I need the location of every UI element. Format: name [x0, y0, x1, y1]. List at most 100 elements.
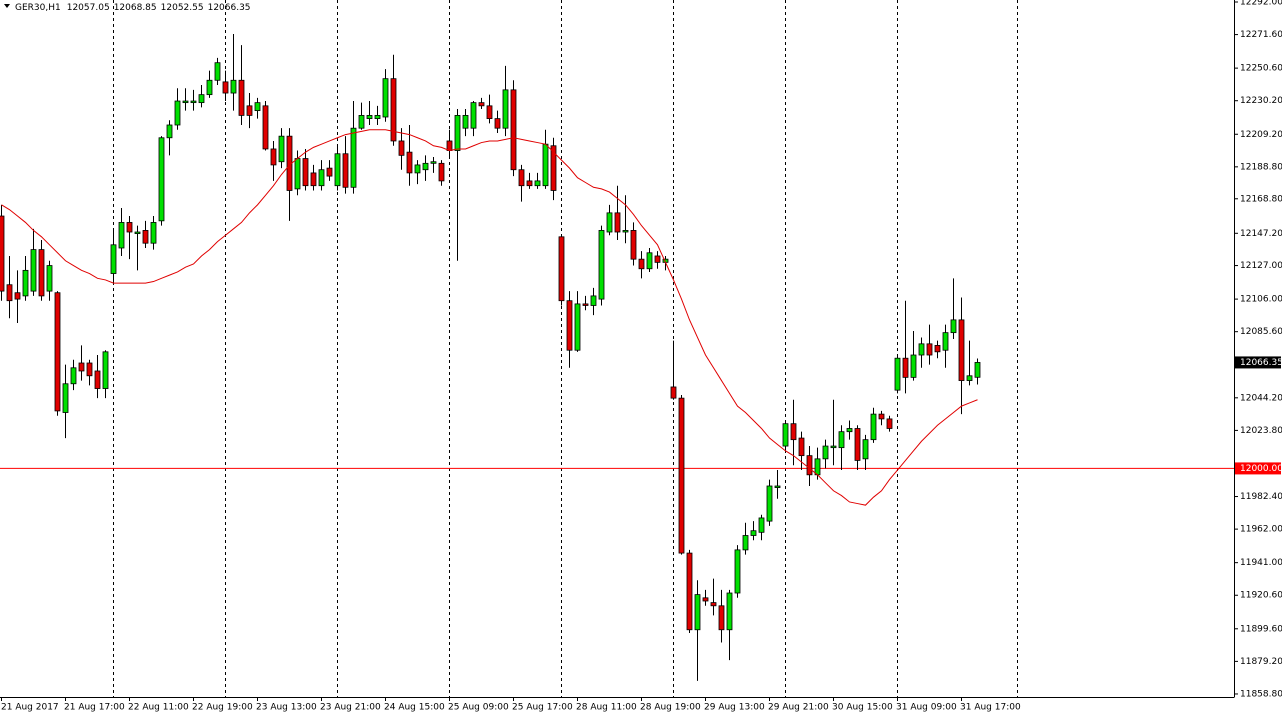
candle-body [174, 100, 181, 126]
candle-body [518, 169, 525, 187]
candle-body [62, 383, 69, 413]
candle-body [574, 303, 581, 351]
chart-header: GER30,H1 12057.05 12068.85 12052.55 12066.35 [15, 3, 251, 13]
candle-body [438, 162, 445, 182]
candle-body [742, 535, 749, 551]
candle-body [422, 162, 429, 171]
candle-body [126, 222, 133, 233]
candle-body [902, 357, 909, 378]
candle-body [502, 89, 509, 129]
candle-body [526, 180, 533, 187]
candle-body [254, 102, 261, 112]
x-tick-label: 28 Aug 11:00 [576, 703, 637, 713]
y-tick-label: 11879.20 [1240, 657, 1282, 667]
candle-body [406, 151, 413, 174]
x-tick-label: 24 Aug 15:00 [384, 703, 445, 713]
candle-body [654, 255, 661, 263]
candle-body [750, 530, 757, 536]
candle-body [366, 115, 373, 120]
candle-body [486, 105, 493, 120]
candle-body [294, 158, 301, 190]
candle-body [694, 594, 701, 631]
candle-body [30, 249, 37, 292]
header-icon [4, 4, 10, 8]
candle-body [54, 292, 61, 412]
y-tick-label: 11858.80 [1240, 689, 1282, 699]
candle-body [822, 445, 829, 460]
candle-body [830, 445, 837, 449]
candle-body [398, 140, 405, 156]
candle-body [558, 236, 565, 302]
candle-body [6, 284, 13, 302]
candle-body [190, 100, 197, 104]
x-tick-label: 31 Aug 17:00 [960, 703, 1021, 713]
candle-body [846, 428, 853, 433]
candle-body [550, 145, 557, 191]
candle-body [318, 169, 325, 187]
candle-body [566, 300, 573, 351]
candle-body [342, 153, 349, 188]
candle-body [198, 94, 205, 104]
period-separators [113, 0, 1018, 697]
candle-body [798, 437, 805, 457]
candle-body [382, 78, 389, 118]
x-tick-label: 29 Aug 13:00 [704, 703, 765, 713]
x-tick-label: 21 Aug 2017 [1, 703, 59, 713]
candle-body [910, 354, 917, 378]
candle-body [510, 89, 517, 171]
y-tick-label: 12127.00 [1240, 261, 1282, 271]
candle-body [710, 602, 717, 607]
candle-body [814, 458, 821, 476]
y-tick-label: 12209.20 [1240, 130, 1282, 140]
candle-body [854, 428, 861, 461]
header-close: 12066.35 [208, 3, 251, 13]
x-tick-label: 25 Aug 09:00 [448, 703, 509, 713]
x-tick-label: 22 Aug 11:00 [128, 703, 189, 713]
header-open: 12057.05 [67, 3, 110, 13]
candle-body [782, 423, 789, 447]
candle-body [134, 231, 141, 235]
candle-body [638, 258, 645, 270]
y-tick-label: 12271.60 [1240, 30, 1282, 40]
candle-body [678, 397, 685, 554]
y-tick-label: 11920.60 [1240, 591, 1282, 601]
x-tick-label: 21 Aug 17:00 [64, 703, 125, 713]
x-tick-label: 23 Aug 21:00 [320, 703, 381, 713]
candle-body [310, 172, 317, 187]
candle-body [222, 81, 229, 94]
candle-body [390, 78, 397, 142]
candle-body [838, 431, 845, 449]
candle-body [478, 102, 485, 107]
candle-body [302, 158, 309, 187]
y-tick-label: 12292.00 [1240, 0, 1282, 7]
candle-body [766, 485, 773, 522]
candle-body [78, 362, 85, 372]
candle-body [494, 118, 501, 129]
candle-body [350, 127, 357, 188]
candles [0, 33, 981, 681]
candle-body [0, 215, 5, 292]
candle-body [862, 439, 869, 460]
candle-body [206, 79, 213, 96]
x-tick-label: 22 Aug 19:00 [192, 703, 253, 713]
y-tick-label: 12085.60 [1240, 327, 1282, 337]
candle-body [934, 345, 941, 353]
candle-body [454, 115, 461, 151]
candle-body [790, 423, 797, 441]
y-tick-label: 12044.20 [1240, 393, 1282, 403]
x-tick-label: 28 Aug 19:00 [640, 703, 701, 713]
moving-average [1, 129, 978, 506]
candle-body [534, 180, 541, 187]
candle-body [918, 343, 925, 356]
candle-body [214, 62, 221, 81]
candle-body [326, 167, 333, 177]
candle-body [886, 418, 893, 429]
candle-body [470, 102, 477, 129]
candle-body [246, 105, 253, 116]
level-label-box [1235, 462, 1281, 475]
candle-body [582, 303, 589, 306]
y-tick-label: 11982.40 [1240, 492, 1282, 502]
candle-body [334, 153, 341, 187]
